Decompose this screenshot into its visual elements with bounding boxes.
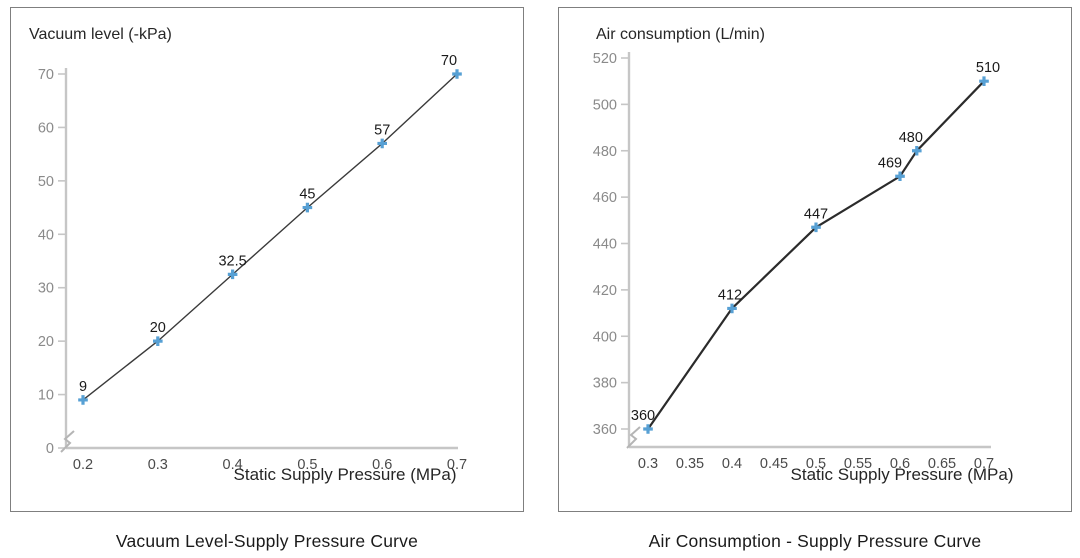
chart-panel-vacuum-level: Vacuum level (-kPa) 0 10 20 30 40 50 60 70 0.2 0.3… [10, 7, 524, 512]
y-tick-label: 20 [38, 334, 54, 350]
data-point-marker [895, 171, 905, 182]
y-tick-label: 380 [593, 376, 617, 392]
data-point-marker [302, 202, 313, 213]
x-tick-label: 0.35 [676, 456, 704, 472]
y-tick-label: 40 [38, 227, 54, 243]
y-tick-label: 480 [593, 144, 617, 160]
y-tick-label: 420 [593, 283, 617, 299]
data-point-label: 20 [150, 320, 166, 336]
y-tick-label: 500 [593, 97, 617, 113]
data-point-label: 57 [374, 122, 390, 138]
y-tick-label: 30 [38, 281, 54, 297]
y-tick-label: 70 [38, 67, 54, 83]
chart-caption-vacuum-level: Vacuum Level-Supply Pressure Curve [115, 531, 419, 551]
data-point-marker [78, 395, 88, 405]
x-tick-label: 0.3 [148, 457, 168, 473]
data-point-marker [153, 336, 163, 346]
y-tick-label: 460 [593, 190, 617, 206]
data-point-marker [377, 138, 388, 149]
y-axis-title: Vacuum level (-kPa) [29, 26, 172, 43]
x-tick-label: 0.45 [760, 456, 788, 472]
data-point-label: 510 [976, 60, 1000, 76]
y-axis-title: Air consumption (L/min) [596, 26, 765, 43]
x-tick-label: 0.2 [73, 457, 93, 473]
x-tick-label: 0.5 [297, 457, 317, 473]
x-tick-label: 0.55 [844, 456, 872, 472]
chart-caption-air-consumption: Air Consumption - Supply Pressure Curve [648, 531, 982, 551]
data-point-marker [979, 76, 989, 86]
axis-break-mark [60, 430, 75, 453]
data-point-label: 360 [631, 408, 655, 424]
x-tick-label: 0.4 [223, 457, 243, 473]
series-line [82, 73, 458, 401]
data-point-label: 32.5 [218, 253, 246, 269]
y-tick-label: 60 [38, 120, 54, 136]
data-point-label: 480 [899, 130, 923, 146]
x-tick-label: 0.7 [447, 457, 467, 473]
x-axis-title: Static Supply Pressure (MPa) [234, 465, 457, 484]
data-point-label: 469 [878, 155, 902, 171]
data-point-label: 70 [441, 53, 457, 69]
x-tick-label: 0.4 [722, 456, 742, 472]
data-point-marker [227, 269, 238, 280]
series-line [647, 80, 985, 430]
y-tick-label: 520 [593, 51, 617, 67]
x-tick-label: 0.6 [372, 457, 392, 473]
x-axis-title: Static Supply Pressure (MPa) [791, 465, 1014, 484]
data-point-label: 412 [718, 287, 742, 303]
y-tick-label: 50 [38, 174, 54, 190]
data-point-label: 45 [299, 187, 315, 203]
data-point-label: 9 [79, 379, 87, 395]
data-point-marker [643, 424, 653, 434]
x-tick-label: 0.65 [928, 456, 956, 472]
x-tick-label: 0.5 [806, 456, 826, 472]
y-tick-label: 440 [593, 237, 617, 253]
x-tick-label: 0.6 [890, 456, 910, 472]
y-tick-label: 400 [593, 329, 617, 345]
data-point-marker [727, 303, 737, 314]
axis-break-mark [626, 426, 641, 449]
vacuum-level-chart-svg: Vacuum level (-kPa) 0 10 20 30 40 50 60 70 0.2 0.3… [29, 26, 467, 484]
y-tick-label: 10 [38, 388, 54, 404]
y-tick-label: 0 [46, 441, 54, 457]
data-point-marker [912, 145, 922, 156]
data-point-marker [452, 69, 462, 79]
y-tick-label: 360 [593, 422, 617, 438]
data-point-label: 447 [804, 206, 828, 222]
x-tick-label: 0.3 [638, 456, 658, 472]
chart-panel-air-consumption: Air consumption (L/min) 360 380 400 420 440 46… [558, 7, 1072, 512]
data-point-marker [811, 222, 821, 233]
x-tick-label: 0.7 [974, 456, 994, 472]
air-consumption-chart-svg: Air consumption (L/min) 360 380 400 420 440 46… [593, 26, 1014, 484]
